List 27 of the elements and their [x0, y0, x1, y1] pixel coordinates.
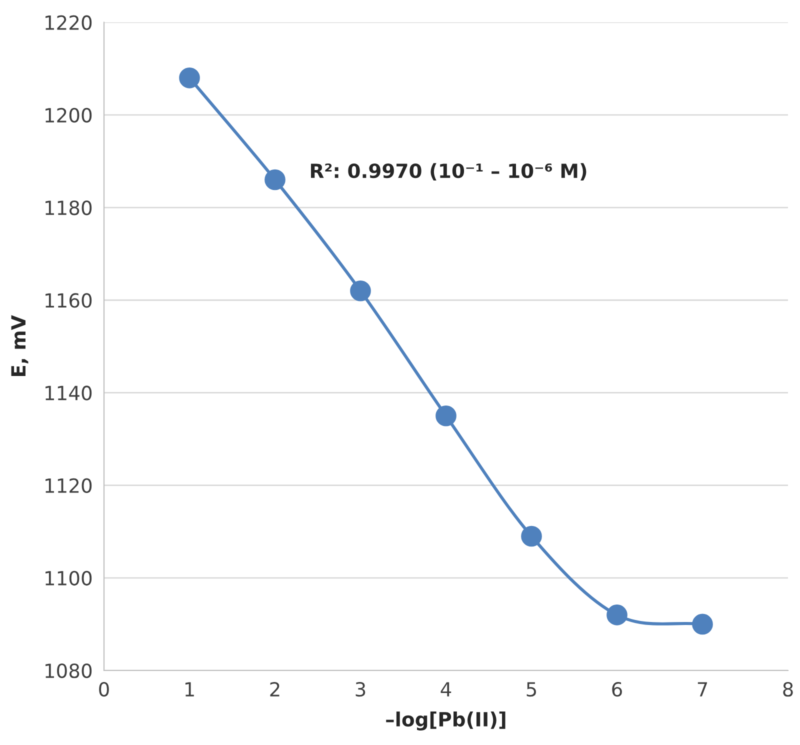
annotation: R²: 0.9970 (10⁻¹ – 10⁻⁶ M) — [310, 163, 586, 180]
y-tick-label: 1140 — [46, 386, 92, 400]
x-tick-label: 0 — [99, 682, 109, 697]
x-tick-label: 4 — [440, 682, 452, 696]
point — [521, 526, 542, 547]
point — [350, 280, 371, 302]
x-tick-label: 7 — [698, 682, 708, 696]
point — [692, 614, 713, 635]
y-tick-label: 1080 — [46, 663, 92, 678]
x-axis-title: –log[Pb(II)] — [386, 712, 506, 731]
x-tick-label: 3 — [356, 682, 366, 697]
y-tick-label: 1220 — [46, 15, 92, 30]
point — [179, 67, 200, 88]
point — [264, 169, 286, 190]
x-tick-label: 5 — [526, 682, 536, 697]
y-tick-label: 1120 — [46, 478, 92, 493]
y-tick-label: 1200 — [46, 108, 92, 123]
point — [606, 604, 628, 626]
point — [436, 405, 456, 426]
x-tick-label: 6 — [612, 682, 622, 697]
x-tick-label: 1 — [185, 682, 194, 696]
x-tick-label: 2 — [270, 682, 280, 696]
y-tick-label: 1100 — [46, 570, 92, 586]
y-tick-label: 1180 — [46, 200, 92, 216]
x-tick-label: 8 — [783, 682, 793, 697]
y-tick-label: 1160 — [46, 293, 92, 308]
y-axis-title: E, mV — [11, 315, 28, 376]
